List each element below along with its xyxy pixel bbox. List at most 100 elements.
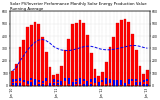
Point xyxy=(112,80,115,82)
Bar xyxy=(101,72,104,86)
Bar xyxy=(11,71,14,86)
Point xyxy=(94,79,96,81)
Point xyxy=(105,81,108,82)
Point xyxy=(52,80,55,82)
Point xyxy=(15,79,18,80)
Point xyxy=(116,82,119,84)
Bar xyxy=(64,50,66,86)
Bar xyxy=(52,75,55,86)
Bar xyxy=(127,22,130,86)
Point xyxy=(56,80,59,82)
Bar xyxy=(90,53,93,86)
Point xyxy=(52,80,55,82)
Bar xyxy=(30,25,33,86)
Bar xyxy=(139,66,141,86)
Point xyxy=(112,84,115,85)
Point xyxy=(146,79,149,81)
Point xyxy=(11,81,14,82)
Point xyxy=(101,80,104,82)
Point xyxy=(101,80,104,81)
Text: Solar PV/Inverter Performance Monthly Solar Energy Production Value Running Aver: Solar PV/Inverter Performance Monthly So… xyxy=(10,2,147,11)
Point xyxy=(60,81,63,82)
Point xyxy=(94,80,96,82)
Bar xyxy=(105,62,108,86)
Bar xyxy=(131,34,134,86)
Bar xyxy=(71,24,74,86)
Point xyxy=(30,78,33,80)
Point xyxy=(68,79,70,80)
Point xyxy=(60,83,63,85)
Point xyxy=(131,79,134,81)
Point xyxy=(49,83,51,84)
Bar xyxy=(97,76,100,86)
Point xyxy=(105,82,108,84)
Point xyxy=(64,78,66,80)
Point xyxy=(11,80,14,81)
Point xyxy=(19,84,21,86)
Point xyxy=(38,84,40,86)
Bar xyxy=(108,47,111,86)
Point xyxy=(19,78,21,80)
Point xyxy=(11,79,14,81)
Point xyxy=(94,82,96,83)
Point xyxy=(45,79,48,81)
Point xyxy=(68,82,70,84)
Point xyxy=(105,78,108,80)
Point xyxy=(64,80,66,81)
Point xyxy=(86,84,89,86)
Bar xyxy=(94,69,96,86)
Point xyxy=(97,82,100,84)
Point xyxy=(11,83,14,85)
Point xyxy=(15,83,18,85)
Point xyxy=(75,83,78,84)
Point xyxy=(30,84,33,86)
Bar xyxy=(45,52,48,86)
Bar xyxy=(56,74,59,86)
Point xyxy=(82,84,85,86)
Bar xyxy=(142,74,145,86)
Point xyxy=(124,83,126,84)
Point xyxy=(71,84,74,86)
Point xyxy=(142,84,145,86)
Point xyxy=(19,83,21,85)
Point xyxy=(127,82,130,84)
Point xyxy=(26,82,29,83)
Bar xyxy=(82,23,85,86)
Point xyxy=(52,79,55,81)
Point xyxy=(120,81,122,82)
Point xyxy=(112,82,115,83)
Point xyxy=(34,79,36,81)
Bar xyxy=(37,24,40,86)
Point xyxy=(146,84,149,86)
Point xyxy=(52,83,55,85)
Point xyxy=(26,82,29,84)
Point xyxy=(109,81,111,82)
Bar xyxy=(86,35,89,86)
Point xyxy=(71,84,74,85)
Point xyxy=(90,80,92,82)
Point xyxy=(60,82,63,83)
Point xyxy=(116,81,119,83)
Point xyxy=(139,82,141,84)
Point xyxy=(116,80,119,82)
Point xyxy=(56,83,59,84)
Bar xyxy=(19,47,21,86)
Point xyxy=(15,84,18,86)
Point xyxy=(120,81,122,83)
Bar xyxy=(22,40,25,86)
Point xyxy=(38,80,40,82)
Point xyxy=(86,82,89,84)
Bar xyxy=(79,20,81,86)
Point xyxy=(90,80,92,81)
Point xyxy=(135,84,137,85)
Point xyxy=(79,80,81,82)
Point xyxy=(82,79,85,81)
Bar xyxy=(112,37,115,86)
Point xyxy=(41,82,44,83)
Point xyxy=(34,83,36,85)
Point xyxy=(86,82,89,84)
Point xyxy=(105,79,108,81)
Bar xyxy=(49,67,52,86)
Point xyxy=(71,82,74,84)
Point xyxy=(124,84,126,85)
